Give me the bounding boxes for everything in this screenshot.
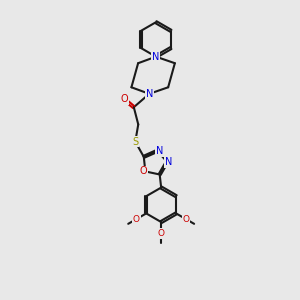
Text: S: S: [132, 137, 138, 147]
Text: N: N: [156, 146, 163, 156]
Text: O: O: [140, 167, 147, 176]
Text: N: N: [152, 52, 160, 62]
Text: O: O: [133, 214, 140, 224]
Text: O: O: [158, 229, 165, 238]
Text: N: N: [146, 89, 153, 99]
Text: O: O: [182, 214, 189, 224]
Text: O: O: [120, 94, 128, 104]
Text: N: N: [165, 157, 172, 167]
